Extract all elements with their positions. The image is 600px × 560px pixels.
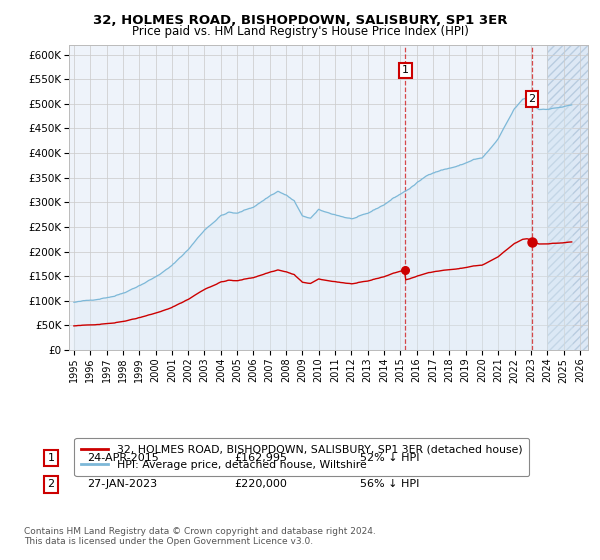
Text: Price paid vs. HM Land Registry's House Price Index (HPI): Price paid vs. HM Land Registry's House … — [131, 25, 469, 38]
Text: £162,995: £162,995 — [234, 453, 287, 463]
Text: 1: 1 — [47, 453, 55, 463]
Text: 27-JAN-2023: 27-JAN-2023 — [87, 479, 157, 489]
Text: 32, HOLMES ROAD, BISHOPDOWN, SALISBURY, SP1 3ER: 32, HOLMES ROAD, BISHOPDOWN, SALISBURY, … — [93, 14, 507, 27]
Text: 52% ↓ HPI: 52% ↓ HPI — [360, 453, 419, 463]
Text: 1: 1 — [402, 66, 409, 76]
Text: 2: 2 — [47, 479, 55, 489]
Text: £220,000: £220,000 — [234, 479, 287, 489]
Text: 2: 2 — [529, 94, 536, 104]
Legend: 32, HOLMES ROAD, BISHOPDOWN, SALISBURY, SP1 3ER (detached house), HPI: Average p: 32, HOLMES ROAD, BISHOPDOWN, SALISBURY, … — [74, 438, 529, 476]
Text: 24-APR-2015: 24-APR-2015 — [87, 453, 159, 463]
Text: 56% ↓ HPI: 56% ↓ HPI — [360, 479, 419, 489]
Bar — [547, 45, 600, 350]
Text: Contains HM Land Registry data © Crown copyright and database right 2024.
This d: Contains HM Land Registry data © Crown c… — [24, 526, 376, 546]
